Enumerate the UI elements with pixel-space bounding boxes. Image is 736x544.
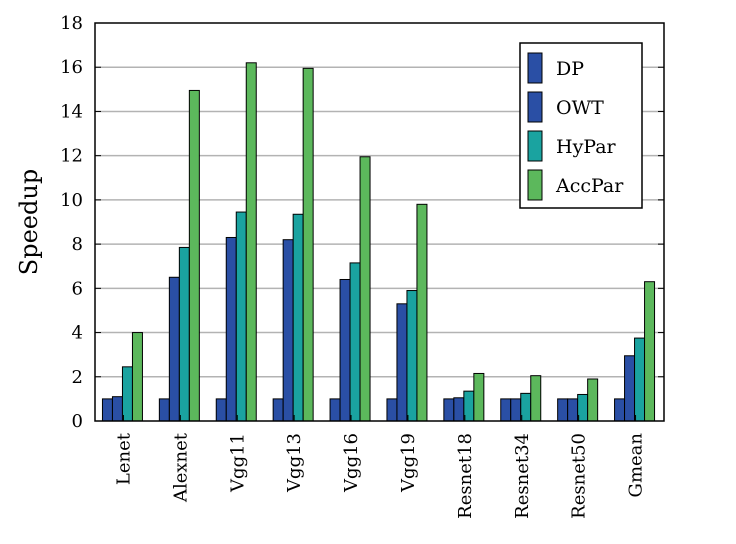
legend-swatch-owt xyxy=(527,91,543,123)
legend-swatch-accpar xyxy=(527,169,543,201)
bar-owt-resnet50 xyxy=(567,398,579,422)
bar-dp-vgg13 xyxy=(272,398,284,422)
y-tick-label: 8 xyxy=(72,234,83,255)
bar-dp-alexnet xyxy=(158,398,170,422)
legend-label-owt: OWT xyxy=(556,97,604,119)
bar-owt-alexnet xyxy=(168,276,180,422)
x-axis-labels: Lenet Alexnet Vgg11 Vgg13 Vgg16 Vgg19 Resnet18… xyxy=(113,415,647,519)
bar-dp-vgg19 xyxy=(386,398,398,422)
legend-swatch-hypar xyxy=(527,130,543,162)
x-category-label: Vgg19 xyxy=(398,433,419,493)
x-category-label: Resnet50 xyxy=(569,433,590,519)
bar-dp-vgg16 xyxy=(329,398,341,422)
x-category-label: Resnet18 xyxy=(455,433,476,519)
y-axis-ticks: 0 2 4 6 8 10 12 14 16 18 xyxy=(60,13,664,432)
bar-accpar-vgg11 xyxy=(245,62,257,422)
y-tick-label: 18 xyxy=(60,13,83,34)
x-category-label: Lenet xyxy=(113,432,134,485)
bar-hypar-vgg19 xyxy=(406,290,418,422)
y-tick-label: 10 xyxy=(60,190,83,211)
legend-swatch-dp xyxy=(527,52,543,84)
bar-dp-resnet34 xyxy=(500,398,512,422)
y-tick-label: 12 xyxy=(60,146,83,167)
x-category-label: Gmean xyxy=(626,433,647,498)
y-axis-title: Speedup xyxy=(15,169,43,275)
bar-hypar-vgg11 xyxy=(235,211,247,422)
plot-frame xyxy=(94,22,665,422)
bar-hypar-lenet xyxy=(121,366,133,422)
bar-owt-vgg13 xyxy=(282,239,294,422)
legend-label-accpar: AccPar xyxy=(555,175,624,197)
x-category-label: Resnet34 xyxy=(512,433,533,519)
x-category-label: Vgg11 xyxy=(227,433,248,493)
bar-dp-resnet50 xyxy=(557,398,569,422)
bar-dp-resnet18 xyxy=(443,398,455,422)
x-category-label: Alexnet xyxy=(170,432,191,503)
y-tick-label: 0 xyxy=(72,411,83,432)
bar-owt-resnet34 xyxy=(510,398,522,422)
bar-dp-lenet xyxy=(101,398,113,422)
bar-owt-lenet xyxy=(111,396,123,422)
bar-dp-vgg11 xyxy=(215,398,227,422)
bar-accpar-resnet50 xyxy=(587,378,599,422)
y-tick-label: 6 xyxy=(72,278,83,299)
bar-hypar-vgg16 xyxy=(349,262,361,422)
bar-owt-vgg16 xyxy=(339,278,351,422)
legend: DP OWT HyPar AccPar xyxy=(519,42,643,209)
bar-hypar-gmean xyxy=(634,337,646,422)
bar-dp-gmean xyxy=(614,398,626,422)
legend-label-dp: DP xyxy=(556,58,584,80)
bar-accpar-vgg19 xyxy=(416,203,428,422)
bar-accpar-resnet18 xyxy=(473,372,485,422)
bar-accpar-vgg13 xyxy=(302,67,314,422)
y-tick-label: 16 xyxy=(60,57,83,78)
x-category-label: Vgg13 xyxy=(284,433,305,493)
bar-owt-resnet18 xyxy=(453,397,465,422)
x-category-label: Vgg16 xyxy=(341,433,362,493)
bar-hypar-alexnet xyxy=(178,246,190,422)
bar-accpar-alexnet xyxy=(188,89,200,422)
bar-hypar-vgg13 xyxy=(292,213,304,422)
bar-accpar-gmean xyxy=(644,281,656,422)
bar-accpar-lenet xyxy=(131,332,143,422)
legend-label-hypar: HyPar xyxy=(556,136,617,158)
bar-accpar-resnet34 xyxy=(530,375,542,422)
bar-owt-gmean xyxy=(624,355,636,422)
y-tick-label: 2 xyxy=(72,367,83,388)
y-tick-label: 14 xyxy=(60,101,83,122)
bar-accpar-vgg16 xyxy=(359,156,371,422)
bar-owt-vgg19 xyxy=(396,303,408,422)
y-tick-label: 4 xyxy=(72,323,83,344)
bar-owt-vgg11 xyxy=(225,236,237,422)
